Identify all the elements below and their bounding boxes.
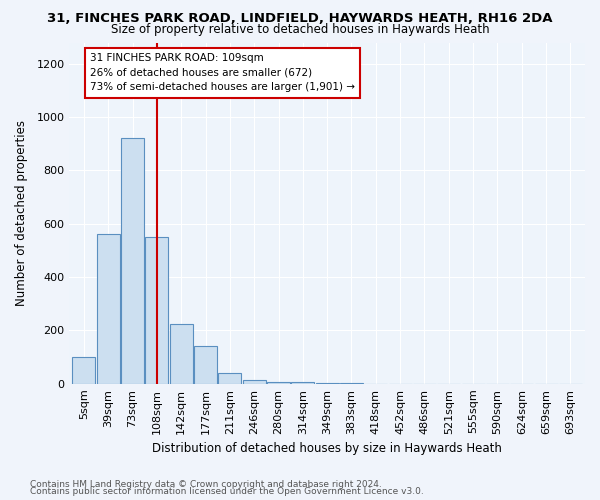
Y-axis label: Number of detached properties: Number of detached properties bbox=[15, 120, 28, 306]
Text: Contains public sector information licensed under the Open Government Licence v3: Contains public sector information licen… bbox=[30, 487, 424, 496]
Text: 31 FINCHES PARK ROAD: 109sqm
26% of detached houses are smaller (672)
73% of sem: 31 FINCHES PARK ROAD: 109sqm 26% of deta… bbox=[90, 52, 355, 92]
Bar bbox=[170, 324, 193, 384]
Text: 31, FINCHES PARK ROAD, LINDFIELD, HAYWARDS HEATH, RH16 2DA: 31, FINCHES PARK ROAD, LINDFIELD, HAYWAR… bbox=[47, 12, 553, 26]
X-axis label: Distribution of detached houses by size in Haywards Heath: Distribution of detached houses by size … bbox=[152, 442, 502, 455]
Bar bbox=[194, 346, 217, 384]
Bar bbox=[267, 382, 290, 384]
Text: Contains HM Land Registry data © Crown copyright and database right 2024.: Contains HM Land Registry data © Crown c… bbox=[30, 480, 382, 489]
Bar bbox=[291, 382, 314, 384]
Bar bbox=[97, 234, 120, 384]
Bar bbox=[218, 373, 241, 384]
Bar bbox=[145, 237, 169, 384]
Bar bbox=[316, 383, 339, 384]
Bar bbox=[121, 138, 144, 384]
Bar bbox=[242, 380, 266, 384]
Text: Size of property relative to detached houses in Haywards Heath: Size of property relative to detached ho… bbox=[110, 22, 490, 36]
Bar bbox=[73, 357, 95, 384]
